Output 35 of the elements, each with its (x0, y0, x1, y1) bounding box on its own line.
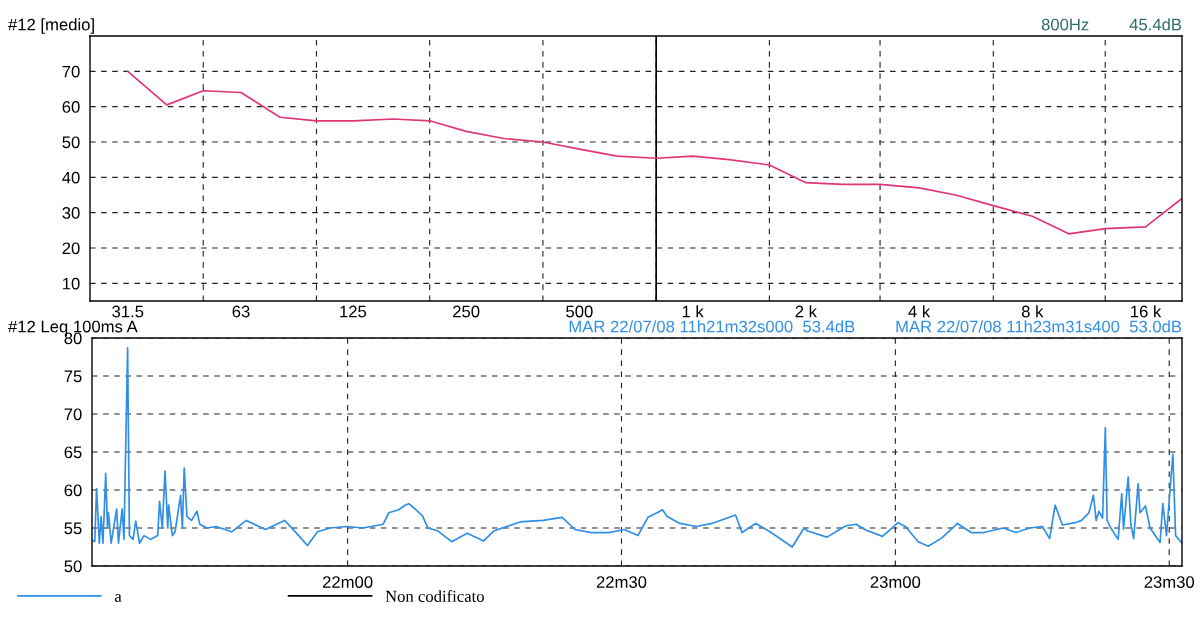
x-tick-label: 31.5 (112, 305, 144, 318)
line-series (126, 70, 1182, 235)
x-tick-label: 4 k (908, 305, 931, 318)
x-tick-label: 23m00 (870, 576, 921, 588)
y-tick-label: 40 (62, 171, 80, 184)
y-tick-label: 55 (64, 522, 82, 535)
legend-label: a (114, 593, 122, 602)
y-tick-label: 60 (64, 484, 82, 497)
x-tick-label: 125 (340, 305, 367, 318)
x-tick-label: 22m30 (596, 576, 647, 588)
y-tick-label: 30 (62, 207, 80, 219)
text: 45.4dB (1129, 18, 1182, 31)
y-tick-label: 10 (63, 277, 80, 290)
x-tick-label: 22m00 (322, 576, 373, 588)
y-tick-label: 70 (62, 65, 80, 78)
y-tick-label: 70 (64, 408, 82, 421)
x-tick-label: 250 (453, 305, 480, 318)
text: 800Hz (1041, 18, 1089, 31)
x-tick-label: 63 (232, 305, 250, 318)
x-tick-label: 500 (566, 305, 593, 318)
y-tick-label: 50 (62, 136, 80, 149)
x-tick-label: 16 k (1131, 305, 1162, 318)
legend-label: Non codificato (385, 590, 484, 602)
text: MAR 22/07/08 11h21m32s000 53.4dB (569, 320, 855, 333)
x-tick-label: 2 k (795, 305, 817, 318)
y-tick-label: 50 (64, 560, 82, 573)
x-tick-label: 1 k (682, 305, 704, 318)
chart-title: #12 [medio] (8, 18, 94, 34)
y-tick-label: 65 (64, 446, 82, 459)
y-tick-label: 75 (64, 370, 82, 383)
y-tick-label: 60 (62, 101, 80, 113)
y-tick-label: 20 (62, 242, 80, 255)
x-tick-label: 8 k (1021, 305, 1044, 318)
x-tick-label: 23m30 (1144, 576, 1195, 588)
text: MAR 22/07/08 11h23m31s400 53.0dB (896, 320, 1182, 333)
